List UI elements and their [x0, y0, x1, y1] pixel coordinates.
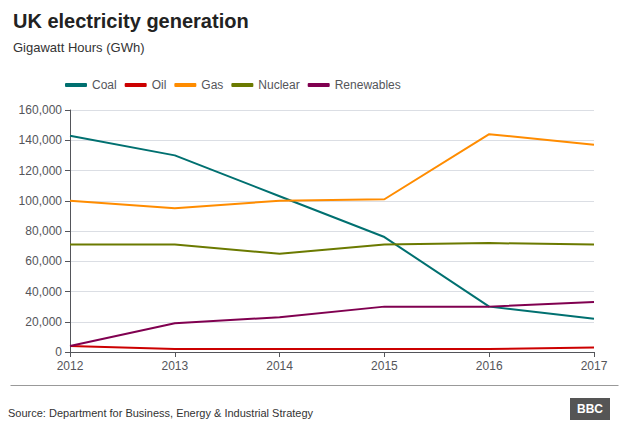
svg-text:BBC: BBC [577, 402, 603, 416]
svg-text:160,000: 160,000 [19, 103, 63, 117]
svg-text:60,000: 60,000 [25, 254, 62, 268]
svg-text:Source: Department for Busines: Source: Department for Business, Energy … [8, 407, 314, 419]
svg-text:100,000: 100,000 [19, 194, 63, 208]
svg-text:80,000: 80,000 [25, 224, 62, 238]
svg-text:Oil: Oil [152, 78, 167, 92]
svg-text:UK electricity generation: UK electricity generation [13, 10, 249, 32]
svg-text:2014: 2014 [266, 359, 293, 373]
svg-text:2017: 2017 [581, 359, 608, 373]
svg-text:2012: 2012 [57, 359, 84, 373]
svg-text:2015: 2015 [371, 359, 398, 373]
svg-text:Coal: Coal [92, 78, 117, 92]
svg-text:Gigawatt Hours (GWh): Gigawatt Hours (GWh) [13, 40, 144, 55]
svg-text:Gas: Gas [201, 78, 223, 92]
svg-text:0: 0 [55, 345, 62, 359]
svg-text:2016: 2016 [476, 359, 503, 373]
svg-text:20,000: 20,000 [25, 315, 62, 329]
svg-text:2013: 2013 [161, 359, 188, 373]
svg-text:Renewables: Renewables [335, 78, 401, 92]
svg-text:140,000: 140,000 [19, 133, 63, 147]
svg-text:Nuclear: Nuclear [258, 78, 299, 92]
svg-text:120,000: 120,000 [19, 164, 63, 178]
svg-text:40,000: 40,000 [25, 285, 62, 299]
